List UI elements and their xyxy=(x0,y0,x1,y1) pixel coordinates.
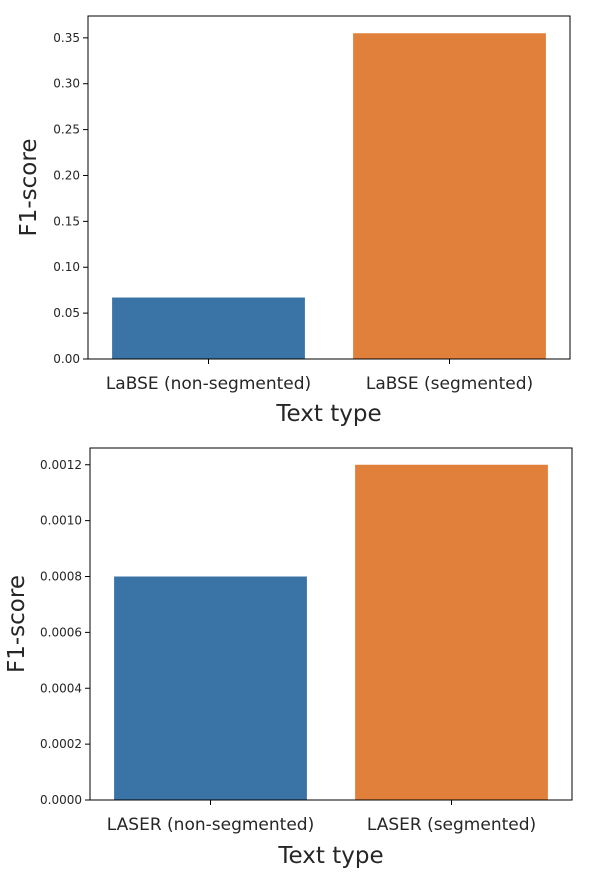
y-tick-label: 0.0000 xyxy=(40,793,82,807)
y-tick-label: 0.30 xyxy=(53,77,80,91)
y-tick-label: 0.20 xyxy=(53,168,80,182)
x-axis-title: Text type xyxy=(275,401,381,427)
y-tick-label: 0.0002 xyxy=(40,737,82,751)
y-tick-label: 0.0004 xyxy=(40,681,82,695)
plot-frame xyxy=(89,447,573,801)
y-tick-label: 0.15 xyxy=(53,214,80,228)
x-axis-title: Text type xyxy=(277,843,383,869)
y-tick-label: 0.35 xyxy=(53,31,80,45)
y-tick-label: 0.05 xyxy=(53,306,80,320)
y-axis-title: F1-score xyxy=(16,139,42,237)
plot-frame xyxy=(87,15,571,360)
bar-2 xyxy=(353,33,546,359)
bar-1 xyxy=(114,576,307,800)
y-tick-label: 0.00 xyxy=(53,352,80,366)
x-category-label: LASER (segmented) xyxy=(367,815,536,835)
y-tick-label: 0.0010 xyxy=(40,514,82,528)
bar-2 xyxy=(355,464,548,800)
y-tick-label: 0.25 xyxy=(53,123,80,137)
y-tick-label: 0.10 xyxy=(53,260,80,274)
x-category-label: LaBSE (segmented) xyxy=(366,374,533,394)
y-axis-title: F1-score xyxy=(4,575,30,673)
x-category-label: LASER (non-segmented) xyxy=(107,815,314,835)
chart-laser: 0.0000 0.0002 0.0004 0.0006 0.0008 0.0010 0.00… xyxy=(4,447,573,869)
bar-1 xyxy=(112,297,305,359)
y-tick-label: 0.0008 xyxy=(40,570,82,584)
y-tick-label: 0.0006 xyxy=(40,625,82,639)
x-category-label: LaBSE (non-segmented) xyxy=(106,374,311,394)
chart-labse: 0.00 0.05 0.10 0.15 0.20 0.25 0.30 0.35 LaBSE (n… xyxy=(16,15,571,427)
y-tick-label: 0.0012 xyxy=(40,458,82,472)
